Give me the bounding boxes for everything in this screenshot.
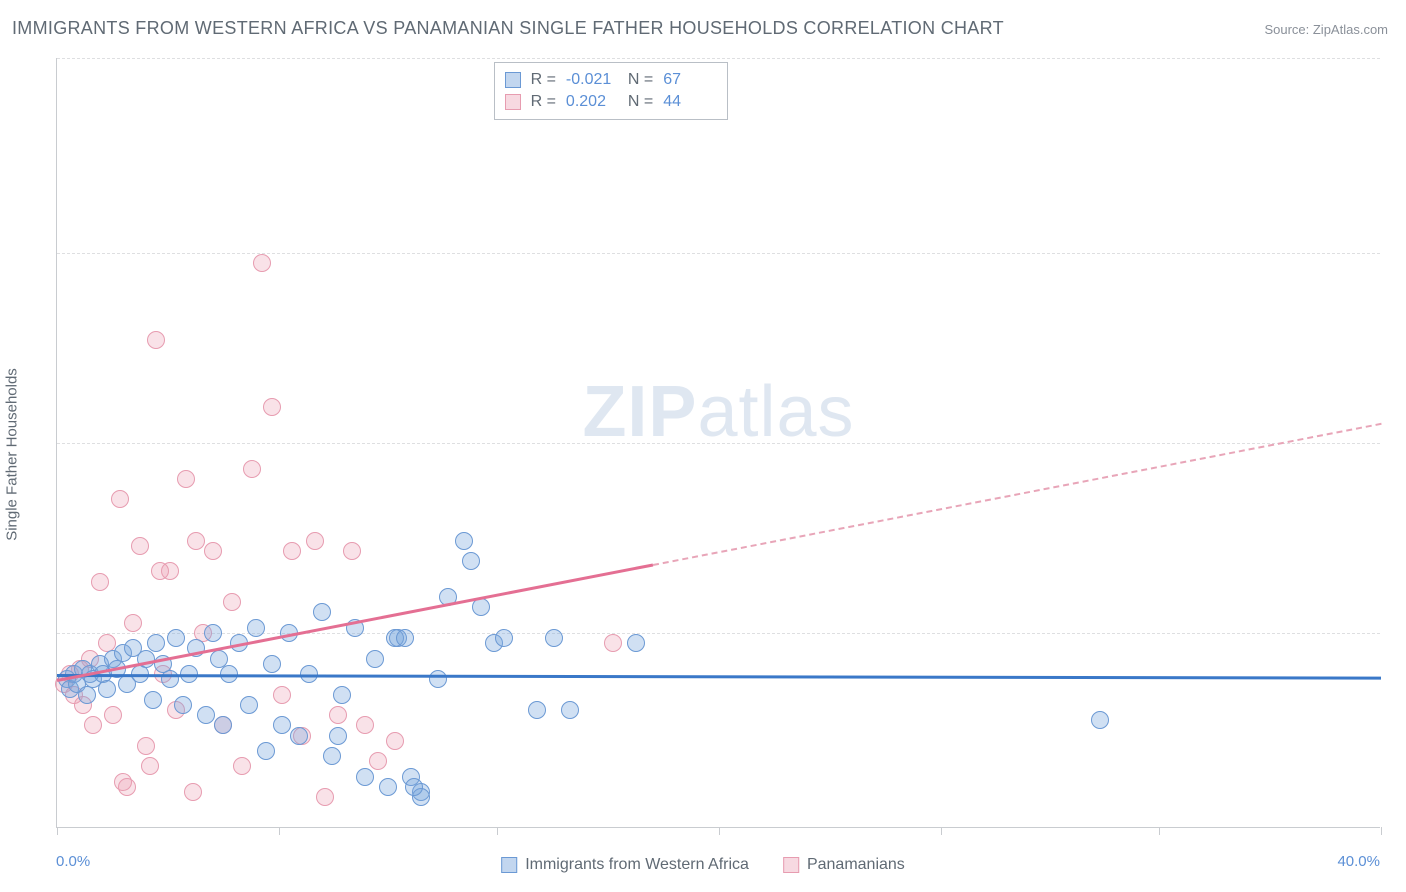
data-point-pink <box>604 634 622 652</box>
data-point-pink <box>306 532 324 550</box>
data-point-blue <box>290 727 308 745</box>
trendline-pink-solid <box>57 564 653 682</box>
trendline-blue <box>57 674 1381 679</box>
x-min-label: 0.0% <box>56 853 90 870</box>
x-tick <box>279 827 280 835</box>
data-point-blue <box>167 629 185 647</box>
data-point-pink <box>316 788 334 806</box>
x-tick <box>941 827 942 835</box>
data-point-pink <box>124 614 142 632</box>
data-point-blue <box>214 716 232 734</box>
data-point-pink <box>84 716 102 734</box>
data-point-blue <box>78 686 96 704</box>
data-point-pink <box>369 752 387 770</box>
gridline <box>57 58 1380 59</box>
data-point-blue <box>333 686 351 704</box>
data-point-pink <box>253 254 271 272</box>
data-point-pink <box>111 490 129 508</box>
data-point-blue <box>313 603 331 621</box>
data-point-blue <box>204 624 222 642</box>
data-point-blue <box>561 701 579 719</box>
data-point-pink <box>114 773 132 791</box>
data-point-blue <box>329 727 347 745</box>
data-point-blue <box>455 532 473 550</box>
data-point-pink <box>187 532 205 550</box>
data-point-blue <box>495 629 513 647</box>
data-point-blue <box>545 629 563 647</box>
data-point-pink <box>184 783 202 801</box>
bottom-legend: Immigrants from Western Africa Panamania… <box>501 856 905 874</box>
stats-row-pink: R = 0.202 N = 44 <box>505 91 716 113</box>
data-point-blue <box>263 655 281 673</box>
data-point-blue <box>528 701 546 719</box>
source-attribution: Source: ZipAtlas.com <box>1264 22 1388 37</box>
data-point-blue <box>405 778 423 796</box>
legend-item-blue: Immigrants from Western Africa <box>501 856 749 874</box>
data-point-blue <box>147 634 165 652</box>
data-point-pink <box>243 460 261 478</box>
data-point-blue <box>323 747 341 765</box>
x-tick <box>497 827 498 835</box>
data-point-blue <box>379 778 397 796</box>
data-point-blue <box>627 634 645 652</box>
gridline <box>57 443 1380 444</box>
gridline <box>57 253 1380 254</box>
data-point-blue <box>210 650 228 668</box>
data-point-pink <box>386 732 404 750</box>
watermark: ZIPatlas <box>582 371 854 453</box>
data-point-blue <box>472 598 490 616</box>
data-point-pink <box>131 537 149 555</box>
data-point-blue <box>257 742 275 760</box>
data-point-pink <box>204 542 222 560</box>
stats-legend-box: R = -0.021 N = 67 R = 0.202 N = 44 <box>494 62 729 120</box>
data-point-pink <box>177 470 195 488</box>
data-point-pink <box>343 542 361 560</box>
data-point-pink <box>223 593 241 611</box>
correlation-chart: IMMIGRANTS FROM WESTERN AFRICA VS PANAMA… <box>0 0 1406 892</box>
stats-row-blue: R = -0.021 N = 67 <box>505 69 716 91</box>
data-point-blue <box>462 552 480 570</box>
data-point-pink <box>141 757 159 775</box>
data-point-pink <box>104 706 122 724</box>
data-point-blue <box>161 670 179 688</box>
x-tick <box>1381 827 1382 835</box>
data-point-pink <box>329 706 347 724</box>
swatch-blue-icon <box>505 72 521 88</box>
data-point-pink <box>233 757 251 775</box>
data-point-blue <box>98 680 116 698</box>
data-point-pink <box>137 737 155 755</box>
data-point-pink <box>147 331 165 349</box>
data-point-blue <box>356 768 374 786</box>
data-point-blue <box>366 650 384 668</box>
data-point-blue <box>1091 711 1109 729</box>
data-point-blue <box>247 619 265 637</box>
x-tick <box>719 827 720 835</box>
data-point-blue <box>429 670 447 688</box>
data-point-pink <box>91 573 109 591</box>
y-axis-label: Single Father Households <box>4 368 21 541</box>
plot-area: ZIPatlas R = -0.021 N = 67 R = 0.202 N =… <box>56 58 1380 828</box>
legend-item-pink: Panamanians <box>783 856 905 874</box>
data-point-pink <box>283 542 301 560</box>
data-point-blue <box>144 691 162 709</box>
data-point-pink <box>263 398 281 416</box>
x-max-label: 40.0% <box>1337 853 1380 870</box>
data-point-pink <box>273 686 291 704</box>
swatch-blue-icon <box>501 857 517 873</box>
x-tick <box>57 827 58 835</box>
swatch-pink-icon <box>783 857 799 873</box>
data-point-pink <box>356 716 374 734</box>
data-point-blue <box>240 696 258 714</box>
data-point-blue <box>273 716 291 734</box>
data-point-blue <box>197 706 215 724</box>
chart-title: IMMIGRANTS FROM WESTERN AFRICA VS PANAMA… <box>12 18 1004 39</box>
x-tick <box>1159 827 1160 835</box>
data-point-pink <box>151 562 169 580</box>
data-point-blue <box>174 696 192 714</box>
data-point-blue <box>396 629 414 647</box>
swatch-pink-icon <box>505 94 521 110</box>
